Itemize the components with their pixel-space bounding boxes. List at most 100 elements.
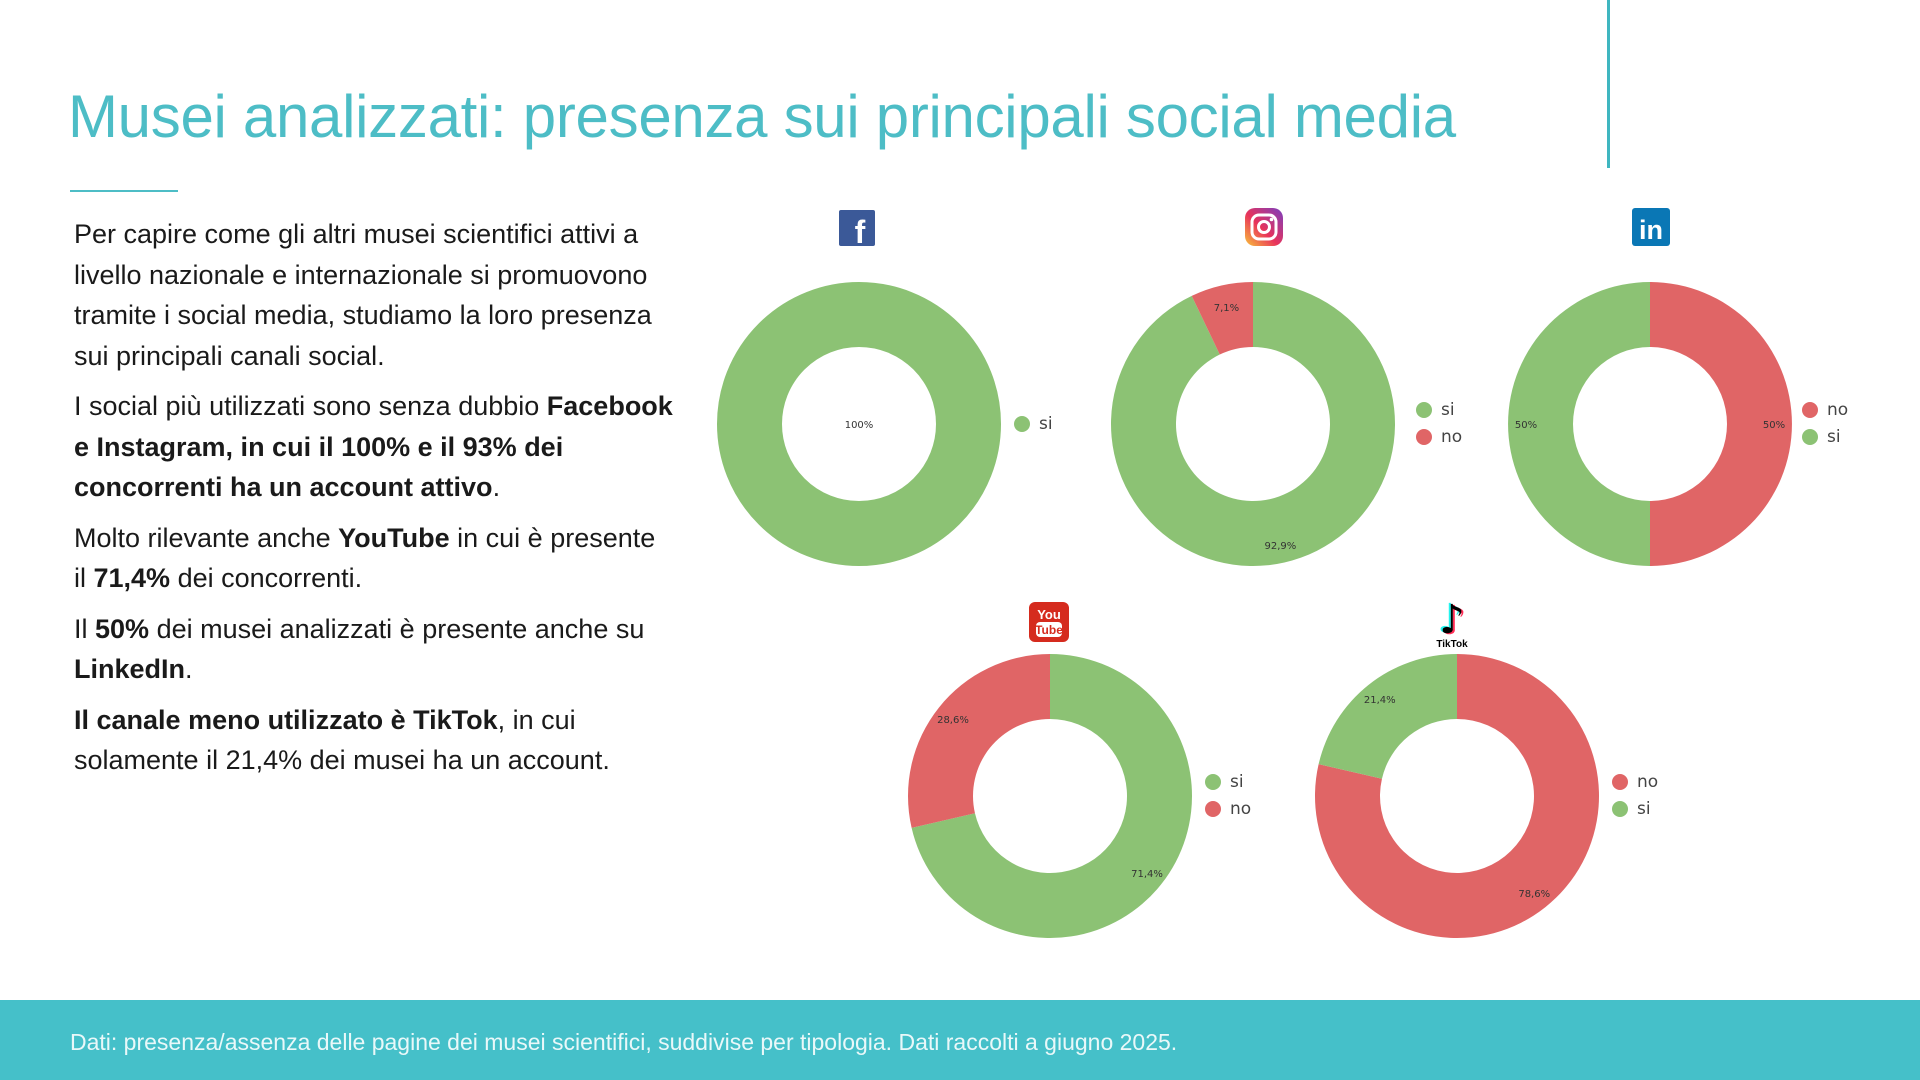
- legend-label: si: [1827, 426, 1841, 447]
- youtube-legend: si no: [1205, 768, 1251, 822]
- youtube-donut-chart: 71,4% 28,6%: [890, 636, 1210, 956]
- legend-item-si: si: [1802, 423, 1848, 450]
- legend-swatch: [1014, 415, 1030, 432]
- legend-swatch: [1416, 428, 1432, 445]
- svg-text:♪: ♪: [1441, 598, 1467, 644]
- footer-bar: Dati: presenza/assenza delle pagine dei …: [0, 1000, 1920, 1080]
- paragraph-text: dei concorrenti.: [170, 563, 363, 593]
- emphasis-text: Il canale meno utilizzato è TikTok: [74, 704, 498, 735]
- legend-item-no: no: [1205, 795, 1251, 822]
- svg-text:Tube: Tube: [1035, 623, 1063, 637]
- linkedin-slice-label-no: 50%: [1763, 420, 1785, 431]
- title-underline: [70, 190, 178, 192]
- paragraph-text: Il: [74, 613, 96, 644]
- instagram-legend: si no: [1416, 396, 1462, 450]
- paragraph-text: Per capire come gli altri musei scientif…: [74, 219, 652, 371]
- youtube-slice-si: [911, 654, 1192, 938]
- vertical-divider: [1607, 0, 1610, 168]
- svg-text:f: f: [855, 214, 866, 246]
- linkedin-slice-no: [1650, 282, 1792, 566]
- facebook-slice-label-si: 100%: [845, 420, 874, 431]
- emphasis-text: 71,4%: [93, 563, 171, 593]
- emphasis-text: Facebook e Instagram, in cui il 100% e i…: [74, 391, 673, 502]
- legend-swatch: [1802, 428, 1818, 445]
- body-paragraph: Per capire come gli altri musei scientif…: [74, 214, 674, 376]
- svg-text:in: in: [1639, 215, 1663, 245]
- tiktok-icon: ♪ ♪ ♪ TikTok: [1424, 594, 1480, 650]
- tiktok-legend: no si: [1612, 768, 1658, 822]
- body-paragraph: I social più utilizzati sono senza dubbi…: [74, 386, 674, 508]
- paragraph-text: dei musei analizzati è presente anche su: [149, 613, 645, 644]
- legend-swatch: [1205, 773, 1221, 790]
- instagram-donut-svg: 92,9% 7,1%: [1111, 282, 1395, 566]
- linkedin-icon: in: [1632, 208, 1670, 246]
- youtube-slice-no: [908, 654, 1050, 828]
- legend-item-no: no: [1802, 396, 1848, 423]
- legend-swatch: [1205, 800, 1221, 817]
- linkedin-donut-svg: 50% 50%: [1508, 282, 1792, 566]
- legend-item-no: no: [1416, 423, 1462, 450]
- tiktok-donut-svg: 78,6% 21,4%: [1315, 654, 1599, 938]
- emphasis-text: YouTube: [338, 522, 450, 553]
- linkedin-legend: no si: [1802, 396, 1848, 450]
- instagram-slice-label-no: 7,1%: [1214, 303, 1239, 314]
- legend-label: no: [1637, 771, 1659, 792]
- instagram-slice-no: [1191, 282, 1253, 355]
- body-paragraph: Il 50% dei musei analizzati è presente a…: [74, 609, 674, 690]
- linkedin-slice-si: [1508, 282, 1650, 566]
- facebook-donut-chart: 100%: [699, 264, 1019, 584]
- instagram-icon: [1245, 208, 1283, 246]
- legend-label: no: [1827, 399, 1849, 420]
- linkedin-slice-label-si: 50%: [1515, 420, 1537, 431]
- linkedin-donut-chart: 50% 50%: [1490, 264, 1810, 584]
- paragraph-text: I social più utilizzati sono senza dubbi…: [74, 391, 547, 421]
- legend-label: no: [1230, 798, 1252, 819]
- tiktok-slice-no: [1315, 654, 1599, 938]
- legend-label: no: [1441, 426, 1463, 447]
- svg-text:You: You: [1037, 607, 1061, 622]
- body-text: Per capire come gli altri musei scientif…: [74, 214, 674, 791]
- youtube-donut-svg: 71,4% 28,6%: [908, 654, 1192, 938]
- legend-label: si: [1230, 771, 1244, 792]
- youtube-slice-label-si: 71,4%: [1131, 869, 1163, 880]
- legend-item-si: si: [1416, 396, 1462, 423]
- facebook-slice-si: [717, 282, 1001, 566]
- legend-item-si: si: [1205, 768, 1251, 795]
- legend-swatch: [1612, 773, 1628, 790]
- paragraph-text: Molto rilevante anche: [74, 522, 339, 553]
- youtube-slice-label-no: 28,6%: [937, 715, 969, 726]
- tiktok-slice-label-no: 78,6%: [1518, 889, 1550, 900]
- legend-label: si: [1637, 798, 1651, 819]
- emphasis-text: LinkedIn: [74, 654, 186, 684]
- tiktok-slice-label-si: 21,4%: [1364, 695, 1396, 706]
- legend-item-si: si: [1612, 795, 1658, 822]
- legend-swatch: [1612, 800, 1628, 817]
- tiktok-slice-si: [1318, 654, 1457, 779]
- facebook-legend: si: [1014, 410, 1053, 437]
- paragraph-text: , in cui solamente il 21,4% dei musei ha…: [74, 704, 610, 776]
- svg-text:♪: ♪: [1439, 597, 1465, 643]
- legend-swatch: [1802, 401, 1818, 418]
- legend-item-si: si: [1014, 410, 1053, 437]
- svg-text:♪: ♪: [1437, 596, 1463, 642]
- body-paragraph: Il canale meno utilizzato è TikTok, in c…: [74, 700, 674, 781]
- instagram-slice-label-si: 92,9%: [1265, 541, 1297, 552]
- instagram-donut-chart: 92,9% 7,1%: [1093, 264, 1413, 584]
- body-paragraph: Molto rilevante anche YouTube in cui è p…: [74, 518, 674, 599]
- facebook-donut-svg: 100%: [717, 282, 1001, 566]
- facebook-icon: f: [839, 210, 875, 250]
- svg-text:TikTok: TikTok: [1436, 639, 1468, 650]
- instagram-slice-si: [1111, 282, 1395, 566]
- youtube-icon: You Tube: [1029, 602, 1069, 642]
- legend-label: si: [1039, 413, 1053, 434]
- paragraph-text: .: [492, 472, 501, 502]
- legend-swatch: [1416, 401, 1432, 418]
- emphasis-text: 50%: [95, 613, 150, 644]
- legend-label: si: [1441, 399, 1455, 420]
- legend-item-no: no: [1612, 768, 1658, 795]
- tiktok-donut-chart: 78,6% 21,4%: [1297, 636, 1617, 956]
- paragraph-text: in cui è presente il: [74, 522, 656, 594]
- footer-note: Dati: presenza/assenza delle pagine dei …: [70, 1029, 1178, 1055]
- paragraph-text: .: [185, 654, 193, 684]
- page-title: Musei analizzati: presenza sui principal…: [68, 83, 1456, 150]
